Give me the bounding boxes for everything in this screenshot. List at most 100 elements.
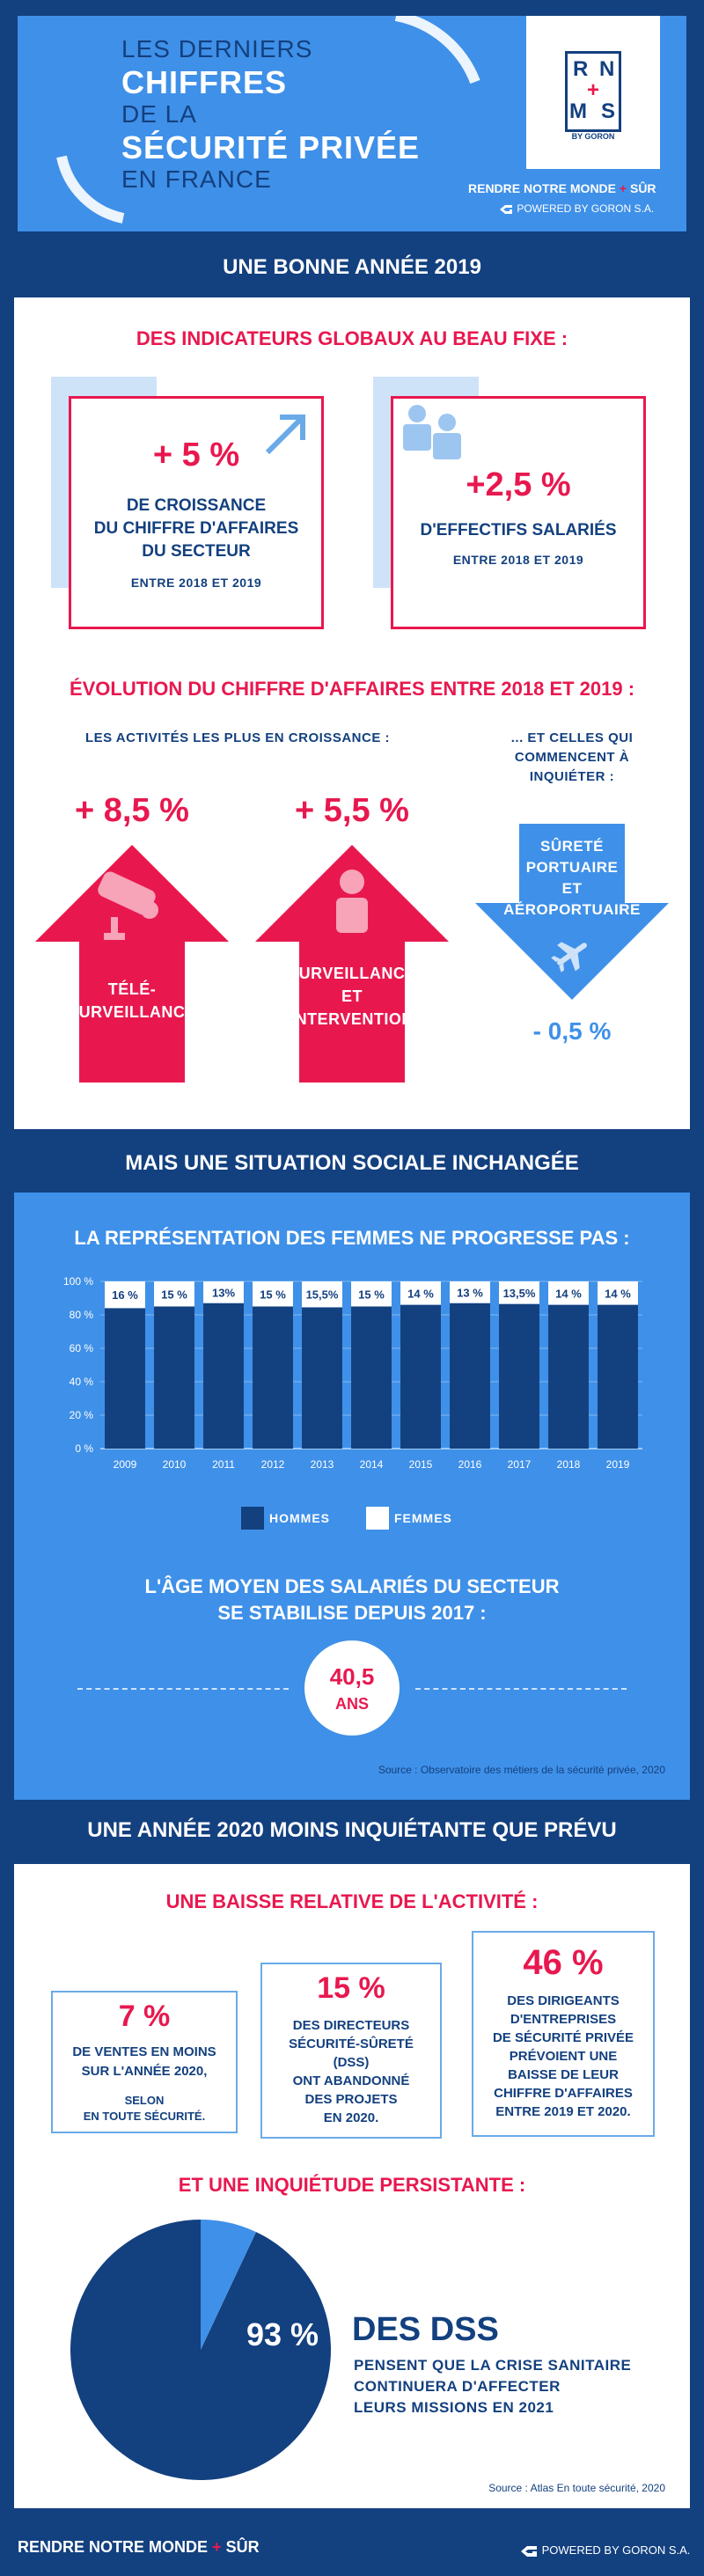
age-value: 40,5 <box>329 1663 375 1690</box>
bar-data-label: 13% <box>212 1286 235 1299</box>
powered-by-text: POWERED BY GORON S.A. <box>517 202 655 215</box>
bar-data-label: 15,5% <box>306 1288 339 1302</box>
women-representation-chart: 0 % 20 % 40 % 60 % 80 % 100 % 16 % 2009 15 % 2010… <box>63 1275 642 1471</box>
y-tick-label: 80 % <box>70 1309 94 1321</box>
bar-data-label: 13,5% <box>503 1287 536 1300</box>
stat2-line3: (DSS) <box>333 2055 370 2070</box>
rnms-logo: R N + M S <box>565 51 621 132</box>
header-line-1: LES DERNIERS <box>121 35 313 62</box>
logo-letter-r: R <box>573 57 589 81</box>
header-line-5: EN FRANCE <box>121 165 272 193</box>
age-circle <box>304 1640 400 1736</box>
workforce-growth-card <box>391 396 646 629</box>
stat1-box <box>51 1991 238 2133</box>
stat2-line2: SÉCURITÉ-SÛRETÉ <box>289 2037 414 2051</box>
decline-subtitle-1: ... ET CELLES QUI <box>510 730 634 745</box>
arrow2-line1: SURVEILLANCE <box>288 965 416 982</box>
age-unit: ANS <box>334 1695 369 1713</box>
arrow3-line3: ET <box>561 880 583 897</box>
footer-tagline: RENDRE NOTRE MONDE + SÛR <box>18 2538 260 2557</box>
evolution-title: ÉVOLUTION DU CHIFFRE D'AFFAIRES ENTRE 20… <box>69 678 635 700</box>
logo-by-goron: BY GORON <box>571 132 615 141</box>
arrow3-shape <box>475 824 669 1000</box>
x-tick-label: 2011 <box>212 1458 235 1471</box>
bar-men <box>351 1306 392 1449</box>
footer-sur: SÛR <box>225 2538 260 2556</box>
bar-women <box>450 1281 490 1303</box>
activity-title: UNE BAISSE RELATIVE DE L'ACTIVITÉ : <box>165 1890 539 1912</box>
arrow2-shape <box>255 845 449 1083</box>
bar-men <box>302 1307 342 1449</box>
age-dash-left <box>77 1688 289 1690</box>
bar-men <box>105 1308 145 1449</box>
legend-women-swatch <box>366 1507 389 1530</box>
indicators-title: DES INDICATEURS GLOBAUX AU BEAU FIXE : <box>136 327 568 349</box>
stat1-line4: EN TOUTE SÉCURITÉ. <box>83 2110 206 2123</box>
bar-men <box>154 1306 194 1449</box>
stat2-line4: ONT ABANDONNÉ <box>292 2073 410 2088</box>
stat2-line1: DES DIRECTEURS <box>292 2018 410 2033</box>
arrow1-shape <box>35 845 229 1083</box>
legend-men-swatch <box>241 1507 264 1530</box>
bar-data-label: 16 % <box>112 1288 138 1302</box>
card1-sub: ENTRE 2018 ET 2019 <box>130 576 262 590</box>
bar-men <box>400 1304 441 1449</box>
bar-women <box>598 1281 638 1305</box>
section2-banner: MAIS UNE SITUATION SOCIALE INCHANGÉE <box>125 1151 579 1175</box>
bar-data-label: 13 % <box>457 1286 483 1299</box>
header-line-2: CHIFFRES <box>121 64 287 100</box>
age-title-2: SE STABILISE DEPUIS 2017 : <box>217 1602 487 1624</box>
x-tick-label: 2017 <box>508 1458 532 1471</box>
stat1-line3: SELON <box>124 2094 165 2107</box>
bar-women <box>548 1281 589 1305</box>
stat2-line5: DES PROJETS <box>304 2092 398 2107</box>
footer-powered: POWERED BY GORON S.A. <box>519 2543 690 2558</box>
pie-value: 93 % <box>246 2316 319 2352</box>
goron-logo-icon <box>521 2545 537 2557</box>
y-tick-label: 20 % <box>70 1409 94 1421</box>
stat3-line1: DES DIRIGEANTS <box>507 1993 620 2008</box>
decline-subtitle-3: INQUIÉTER : <box>529 769 615 784</box>
people-icon <box>403 405 461 459</box>
footer-plus: + <box>212 2538 222 2556</box>
dss-pie-chart <box>70 2220 332 2480</box>
header-line-3: DE LA <box>121 100 197 128</box>
bar-data-label: 15 % <box>358 1288 385 1301</box>
bar-men <box>450 1303 490 1449</box>
x-tick-label: 2009 <box>114 1458 137 1471</box>
stat2-value: 15 % <box>317 1971 385 2005</box>
arrow1-line1: TÉLÉ- <box>107 980 157 998</box>
chart-title: LA REPRÉSENTATION DES FEMMES NE PROGRESS… <box>74 1227 630 1249</box>
tagline-prefix: RENDRE NOTRE MONDE <box>468 181 617 195</box>
arrow2-value: + 5,5 % <box>295 792 409 829</box>
card1-line2: DU CHIFFRE D'AFFAIRES <box>93 519 299 538</box>
bar-women <box>253 1281 293 1307</box>
pie-slice-rest <box>201 2220 257 2350</box>
x-tick-label: 2012 <box>261 1458 285 1471</box>
stat3-line6: CHIFFRE D'AFFAIRES <box>494 2086 633 2101</box>
camera-icon <box>98 871 158 940</box>
tagline-sur: SÛR <box>629 181 656 195</box>
y-tick-label: 0 % <box>75 1442 93 1455</box>
person-icon <box>336 870 368 933</box>
bar-data-label: 14 % <box>407 1287 434 1300</box>
bar-men <box>253 1306 293 1449</box>
bar-data-label: 15 % <box>260 1288 286 1301</box>
growth-subtitle: LES ACTIVITÉS LES PLUS EN CROISSANCE : <box>85 730 390 745</box>
stat1-line2: SUR L'ANNÉE 2020, <box>81 2064 208 2079</box>
bar-data-label: 14 % <box>605 1287 631 1300</box>
bar-women <box>105 1281 145 1309</box>
bar-women <box>400 1281 441 1305</box>
section1-banner: UNE BONNE ANNÉE 2019 <box>223 255 481 279</box>
arrow1-value: + 8,5 % <box>75 792 189 829</box>
x-tick-label: 2016 <box>458 1458 482 1471</box>
age-title-1: L'ÂGE MOYEN DES SALARIÉS DU SECTEUR <box>144 1575 560 1597</box>
bar-women <box>154 1281 194 1307</box>
arrow3-line2: PORTUAIRE <box>525 859 619 876</box>
header-line-4: SÉCURITÉ PRIVÉE <box>121 129 421 165</box>
worry-title: ET UNE INQUIÉTUDE PERSISTANTE : <box>178 2174 526 2196</box>
bar-women <box>302 1281 342 1308</box>
arrow2-line2: ET <box>341 987 363 1005</box>
dss-line3: LEURS MISSIONS EN 2021 <box>354 2399 554 2416</box>
card1-line1: DE CROISSANCE <box>126 496 267 515</box>
